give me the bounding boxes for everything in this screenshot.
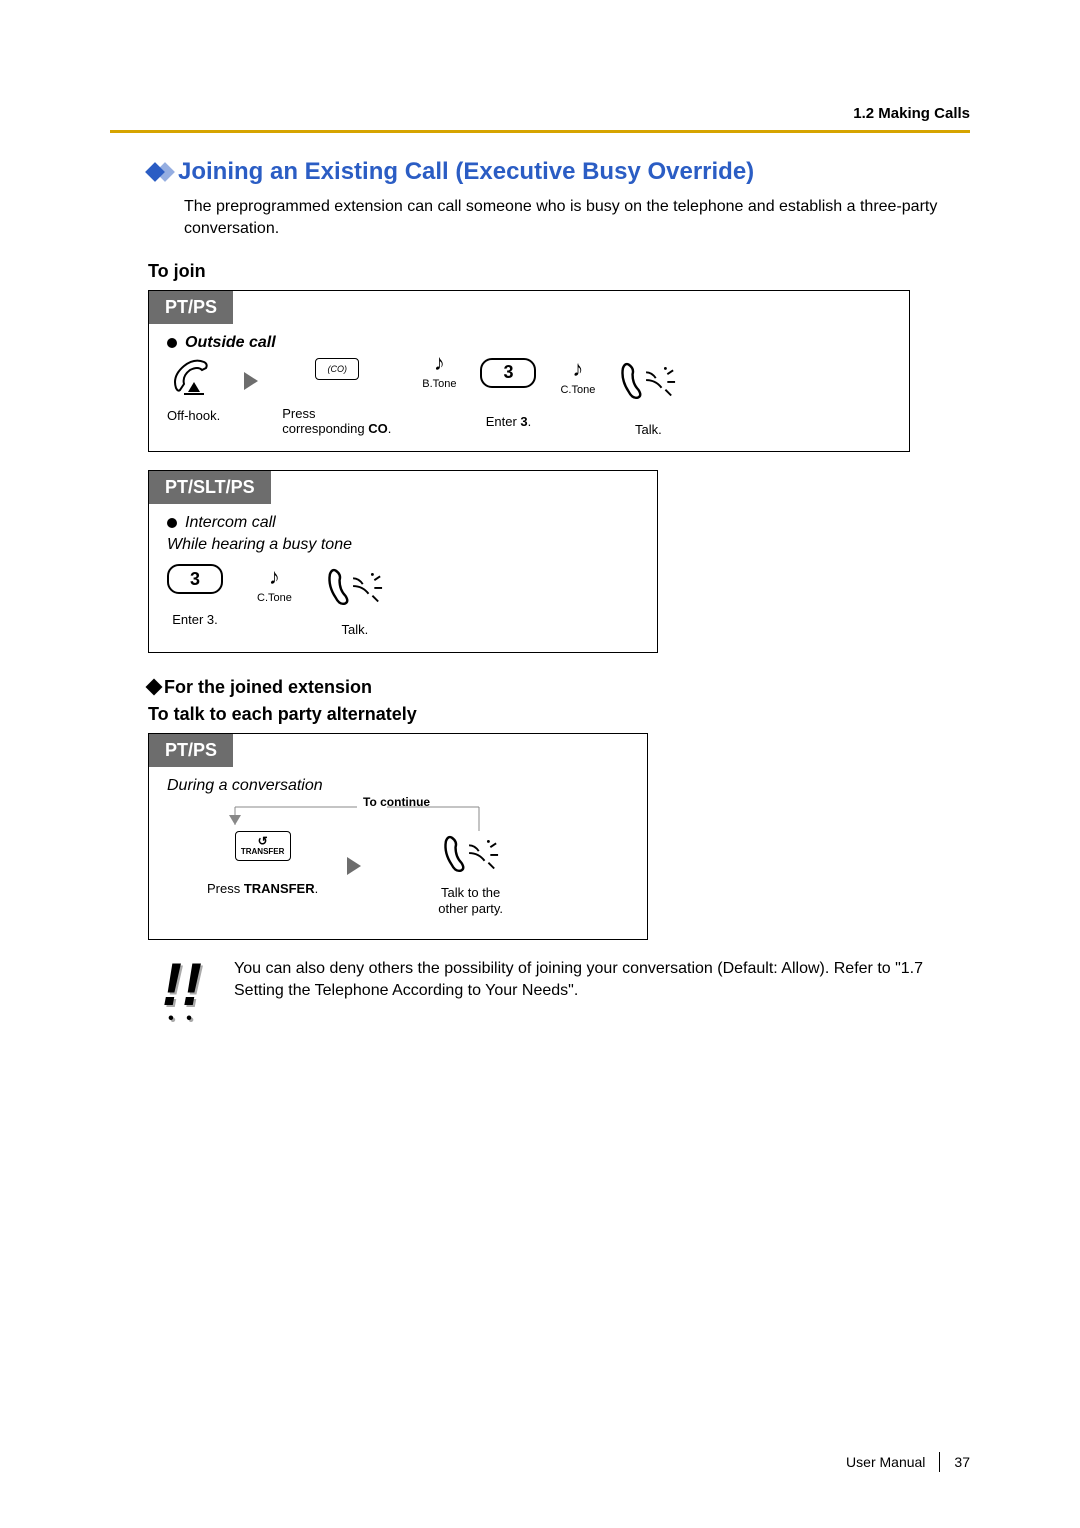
box-tab: PT/PS	[149, 291, 233, 324]
press-co-text: Press	[282, 406, 315, 421]
step-talk: Talk.	[326, 564, 384, 638]
during-conversation-label: During a conversation	[167, 777, 629, 795]
footer-divider	[939, 1452, 940, 1472]
step-offhook: Off-hook.	[167, 358, 220, 424]
step-talk-other: Talk to theother party.	[438, 831, 503, 916]
offhook-caption: Off-hook.	[167, 408, 220, 424]
outside-call-label: Outside call	[185, 334, 276, 352]
footer-page: 37	[954, 1454, 970, 1470]
procedure-box-intercom: PT/SLT/PS Intercom call While hearing a …	[148, 470, 658, 653]
step-press-co: (CO) Press corresponding CO. ♪ B.Tone	[282, 358, 456, 437]
bullet-icon	[167, 338, 177, 348]
header-section: 1.2 Making Calls	[853, 105, 970, 122]
ctone-icon: ♪ C.Tone	[560, 356, 595, 396]
header-rule	[110, 130, 970, 133]
talk-icon	[326, 564, 384, 610]
transfer-button-icon: ↺ TRANSFER	[235, 831, 291, 861]
box-tab: PT/PS	[149, 734, 233, 767]
page-title: Joining an Existing Call (Executive Busy…	[178, 158, 754, 186]
step-talk: Talk.	[619, 358, 677, 438]
keypad-3-icon: 3	[480, 358, 536, 388]
procedure-box-outside-call: PT/PS Outside call Off-hook.	[148, 290, 910, 453]
content: Joining an Existing Call (Executive Busy…	[148, 158, 970, 1026]
step-transfer: ↺ TRANSFER Press TRANSFER.	[207, 831, 318, 897]
footer-label: User Manual	[846, 1454, 925, 1470]
alt-talk-heading: To talk to each party alternately	[148, 704, 970, 725]
intro-text: The preprogrammed extension can call som…	[184, 196, 970, 241]
handset-icon	[170, 358, 218, 398]
intercom-call-label: Intercom call	[185, 514, 276, 532]
title-row: Joining an Existing Call (Executive Busy…	[148, 158, 970, 186]
talk-icon	[619, 358, 677, 404]
busy-tone-label: While hearing a busy tone	[167, 536, 639, 554]
to-join-heading: To join	[148, 261, 970, 282]
title-diamonds-icon	[148, 165, 168, 179]
bullet-icon	[167, 518, 177, 528]
joined-ext-heading: For the joined extension	[164, 677, 372, 698]
ctone-icon: ♪ C.Tone	[257, 564, 292, 604]
note-text: You can also deny others the possibility…	[234, 958, 970, 1026]
co-button: (CO)	[315, 358, 359, 380]
note-row: !! • • You can also deny others the poss…	[148, 958, 970, 1026]
step-key-3: 3 Enter 3.	[167, 564, 223, 628]
step-key-3: 3 Enter 3.	[480, 358, 536, 430]
arrow-icon	[244, 372, 258, 390]
keypad-3-icon: 3	[167, 564, 223, 594]
procedure-box-transfer: PT/PS During a conversation To continue	[148, 733, 648, 940]
footer: User Manual 37	[846, 1452, 970, 1472]
btone-icon: ♪ B.Tone	[422, 350, 456, 390]
diamond-icon	[146, 679, 163, 696]
talk-icon	[442, 831, 500, 877]
box-tab: PT/SLT/PS	[149, 471, 271, 504]
page: 1.2 Making Calls Joining an Existing Cal…	[0, 0, 1080, 1528]
notice-icon: !! • •	[148, 958, 216, 1026]
arrow-icon	[347, 857, 361, 875]
